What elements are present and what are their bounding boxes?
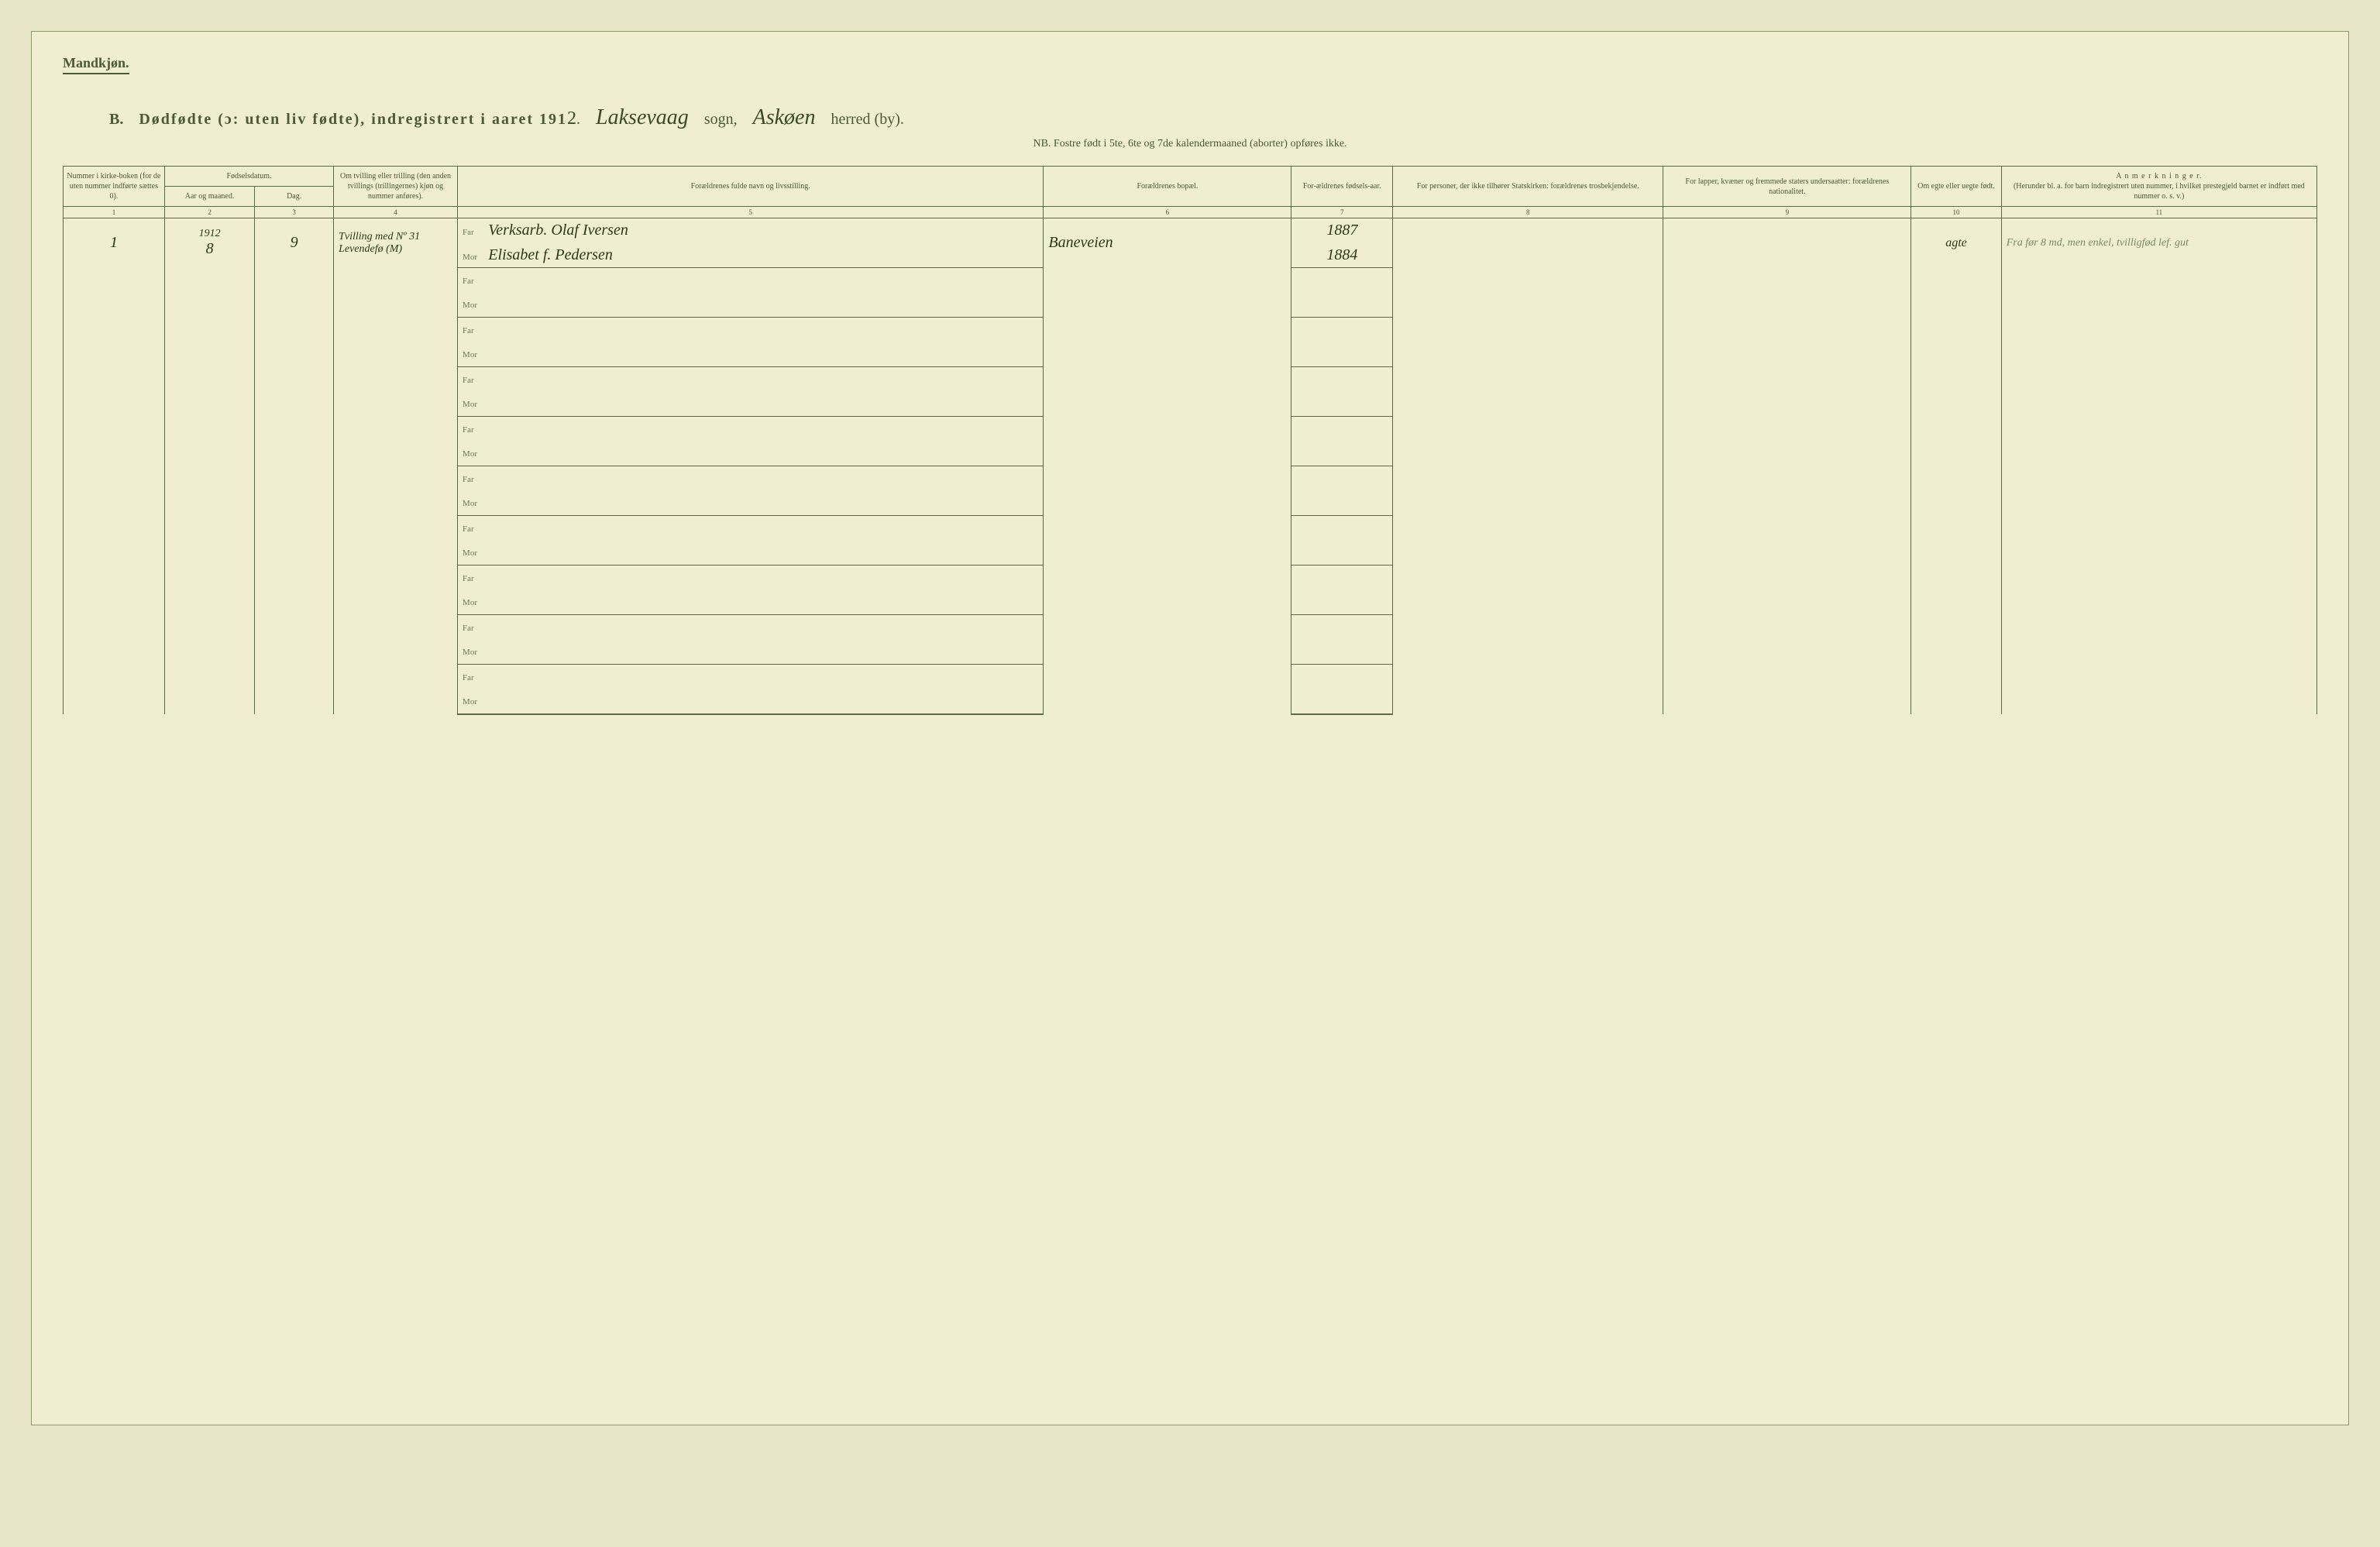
sogn-label: sogn,	[704, 111, 738, 129]
far-label: Far	[463, 624, 486, 633]
entry-day: 9	[255, 218, 334, 268]
entry-mor-name: Elisabet f. Pedersen	[488, 246, 613, 263]
register-page: Mandkjøn. B. Dødfødte (ɔ: uten liv fødte…	[31, 31, 2349, 1425]
entry-far-year: 1887	[1291, 218, 1393, 243]
mor-label: Mor	[463, 350, 486, 359]
mor-label: Mor	[463, 697, 486, 706]
col-header-7: For-ældrenes fødsels-aar.	[1291, 167, 1393, 207]
entry-tros	[1393, 218, 1663, 268]
col-header-2b: Dag.	[255, 187, 334, 207]
far-label: Far	[463, 326, 486, 335]
title-b: B.	[109, 111, 123, 129]
entry-row-far: 1 1912 8 9 Tvilling med Nº 31 Levendefø …	[64, 218, 2317, 243]
colnum-10: 10	[1911, 207, 2001, 218]
colnum-3: 3	[255, 207, 334, 218]
far-label: Far	[463, 376, 486, 385]
entry-bopael: Baneveien	[1044, 218, 1291, 268]
mor-label: Mor	[463, 548, 486, 558]
far-label: Far	[463, 524, 486, 534]
entry-yearmonth: 1912 8	[164, 218, 254, 268]
entry-nat	[1663, 218, 1911, 268]
colnum-4: 4	[334, 207, 458, 218]
mor-label: Mor	[463, 449, 486, 459]
herred-label: herred (by).	[831, 111, 903, 129]
empty-row-far: Far	[64, 466, 2317, 491]
colnum-2: 2	[164, 207, 254, 218]
entry-remark: Fra før 8 md, men enkel, tvilligfød lef.…	[2001, 218, 2316, 268]
entry-month: 8	[170, 240, 249, 258]
col-header-1: Nummer i kirke-boken (for de uten nummer…	[64, 167, 165, 207]
title-line: B. Dødfødte (ɔ: uten liv fødte), indregi…	[109, 105, 2271, 130]
empty-row-far: Far	[64, 268, 2317, 293]
table-body: 1 1912 8 9 Tvilling med Nº 31 Levendefø …	[64, 218, 2317, 714]
col-header-11-title: A n m e r k n i n g e r.	[2116, 172, 2202, 180]
entry-twin: Tvilling med Nº 31 Levendefø (M)	[334, 218, 458, 268]
year-written: 2	[567, 108, 576, 129]
col-header-10: Om egte eller uegte født.	[1911, 167, 2001, 207]
mor-label: Mor	[463, 253, 486, 262]
entry-mor-year: 1884	[1291, 243, 1393, 268]
colnum-9: 9	[1663, 207, 1911, 218]
colnum-6: 6	[1044, 207, 1291, 218]
mor-label: Mor	[463, 648, 486, 657]
far-label: Far	[463, 574, 486, 583]
entry-far-name: Verksarb. Olaf Iversen	[488, 222, 628, 239]
col-header-2a: Aar og maaned.	[164, 187, 254, 207]
entry-far-cell: Far Verksarb. Olaf Iversen	[458, 218, 1044, 243]
empty-row-far: Far	[64, 367, 2317, 392]
colnum-7: 7	[1291, 207, 1393, 218]
far-label: Far	[463, 673, 486, 682]
mor-label: Mor	[463, 301, 486, 310]
col-header-11: A n m e r k n i n g e r. (Herunder bl. a…	[2001, 167, 2316, 207]
mor-label: Mor	[463, 598, 486, 607]
colnum-5: 5	[458, 207, 1044, 218]
mor-label: Mor	[463, 499, 486, 508]
col-header-6: Forældrenes bopæl.	[1044, 167, 1291, 207]
col-header-9: For lapper, kvæner og fremmede staters u…	[1663, 167, 1911, 207]
gender-label: Mandkjøn.	[63, 55, 129, 74]
empty-row-far: Far	[64, 665, 2317, 689]
empty-row-far: Far	[64, 615, 2317, 640]
colnum-11: 11	[2001, 207, 2316, 218]
empty-row-far: Far	[64, 566, 2317, 590]
mor-label: Mor	[463, 400, 486, 409]
col-header-2: Fødselsdatum.	[164, 167, 333, 187]
far-label: Far	[463, 277, 486, 286]
title-period: .	[576, 111, 580, 128]
register-table: Nummer i kirke-boken (for de uten nummer…	[63, 166, 2317, 715]
nb-line: NB. Fostre født i 5te, 6te og 7de kalend…	[63, 138, 2317, 150]
far-label: Far	[463, 228, 486, 237]
col-header-4: Om tvilling eller trilling (den anden tv…	[334, 167, 458, 207]
empty-row-far: Far	[64, 516, 2317, 541]
colnum-8: 8	[1393, 207, 1663, 218]
empty-row-far: Far	[64, 318, 2317, 342]
col-header-11-sub: (Herunder bl. a. for barn indregistrert …	[2014, 182, 2305, 201]
entry-egte: agte	[1911, 218, 2001, 268]
entry-year: 1912	[170, 228, 249, 240]
empty-row-far: Far	[64, 417, 2317, 442]
entry-num: 1	[64, 218, 165, 268]
col-header-8: For personer, der ikke tilhører Statskir…	[1393, 167, 1663, 207]
title-text: Dødfødte (ɔ: uten liv fødte), indregistr…	[139, 111, 567, 128]
entry-mor-cell: Mor Elisabet f. Pedersen	[458, 243, 1044, 268]
column-number-row: 1 2 3 4 5 6 7 8 9 10 11	[64, 207, 2317, 218]
col-header-5: Forældrenes fulde navn og livsstilling.	[458, 167, 1044, 207]
far-label: Far	[463, 475, 486, 484]
title-main: Dødfødte (ɔ: uten liv fødte), indregistr…	[139, 108, 580, 129]
far-label: Far	[463, 425, 486, 435]
sogn-value: Laksevaag	[596, 105, 689, 130]
table-header: Nummer i kirke-boken (for de uten nummer…	[64, 167, 2317, 218]
herred-value: Askøen	[753, 105, 816, 130]
colnum-1: 1	[64, 207, 165, 218]
